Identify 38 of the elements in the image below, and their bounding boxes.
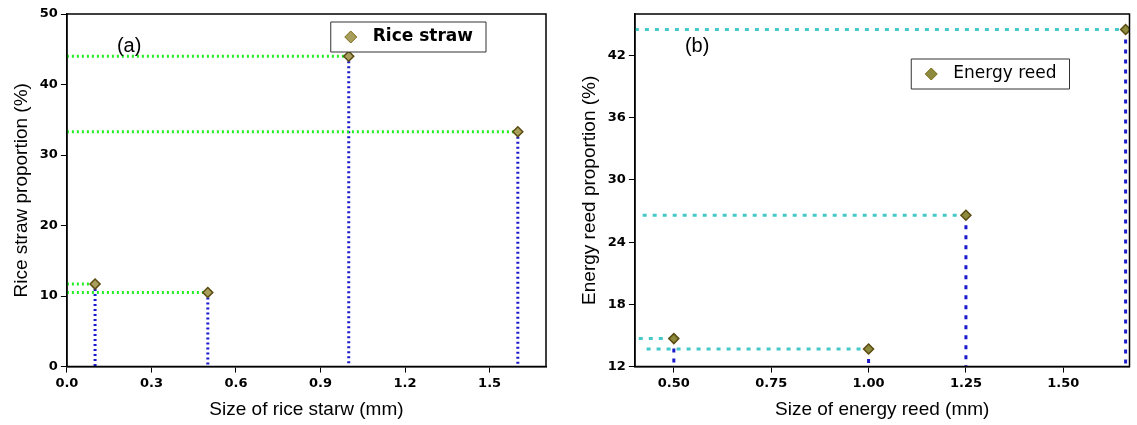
point xyxy=(960,209,972,221)
x-axis-title: Size of rice starw (mm) xyxy=(209,397,404,419)
x-tick-label: 0.6 xyxy=(224,374,248,390)
x-tick-label: 1.2 xyxy=(393,374,417,390)
point xyxy=(862,343,875,355)
point xyxy=(512,126,524,138)
point xyxy=(89,278,101,290)
x-axis-title: Size of energy reed (mm) xyxy=(775,397,990,419)
y-tick-label: 24 xyxy=(607,233,626,249)
x-tick-label: 1.5 xyxy=(478,374,502,390)
y-tick-label: 36 xyxy=(607,109,626,125)
legend-label: Energy reed xyxy=(953,62,1057,83)
y-tick-label: 20 xyxy=(39,216,58,232)
point xyxy=(202,286,214,299)
point xyxy=(1119,23,1130,36)
y-axis-title: Rice straw proportion (%) xyxy=(9,83,31,298)
x-tick-label: 1.00 xyxy=(852,374,885,390)
annotation: (a) xyxy=(116,33,142,56)
legend-label: Rice straw xyxy=(372,25,474,46)
y-tick-label: 30 xyxy=(607,171,626,187)
y-tick-label: 0 xyxy=(48,357,58,373)
x-tick-label: 1.50 xyxy=(1047,374,1080,390)
annotation: (b) xyxy=(684,33,710,56)
y-tick-label: 40 xyxy=(39,75,58,91)
x-tick-label: 0.9 xyxy=(309,374,333,390)
y-tick-label: 18 xyxy=(607,295,626,311)
x-tick-label: 0.3 xyxy=(139,374,163,390)
y-tick-label: 10 xyxy=(39,287,58,303)
point xyxy=(668,332,680,345)
x-tick-label: 1.25 xyxy=(949,374,982,390)
y-axis-title: Energy reed proportion (%) xyxy=(577,75,599,305)
x-tick-label: 0.75 xyxy=(755,374,788,390)
y-tick-label: 12 xyxy=(607,357,626,373)
y-tick-label: 30 xyxy=(39,146,58,162)
y-tick-label: 50 xyxy=(39,5,58,21)
x-tick-label: 0.50 xyxy=(657,374,690,390)
y-tick-label: 42 xyxy=(607,46,626,62)
x-tick-label: 0.0 xyxy=(55,374,79,390)
